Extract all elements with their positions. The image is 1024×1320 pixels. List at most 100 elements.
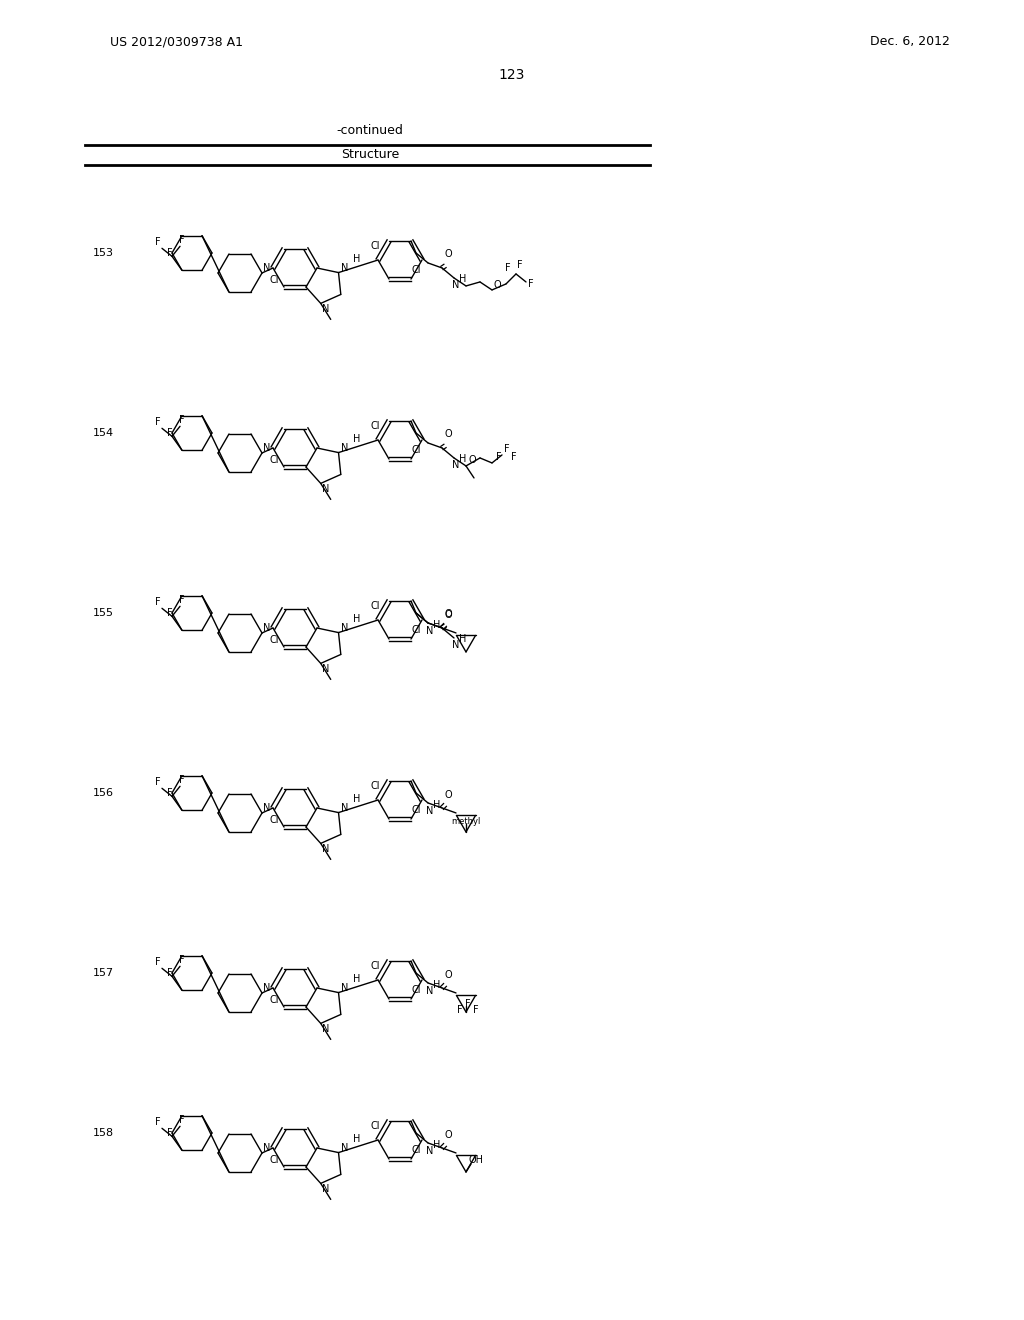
Text: O: O bbox=[468, 455, 476, 465]
Text: 123: 123 bbox=[499, 69, 525, 82]
Text: N: N bbox=[426, 1146, 434, 1156]
Text: N: N bbox=[341, 623, 348, 632]
Text: Dec. 6, 2012: Dec. 6, 2012 bbox=[870, 36, 950, 49]
Text: Cl: Cl bbox=[269, 455, 279, 465]
Text: US 2012/0309738 A1: US 2012/0309738 A1 bbox=[110, 36, 243, 49]
Text: N: N bbox=[341, 442, 348, 453]
Text: F: F bbox=[167, 788, 173, 799]
Text: O: O bbox=[444, 789, 452, 800]
Text: H: H bbox=[353, 614, 360, 623]
Text: N: N bbox=[263, 803, 270, 813]
Text: H: H bbox=[353, 433, 360, 444]
Text: N: N bbox=[341, 263, 348, 272]
Text: Cl: Cl bbox=[269, 814, 279, 825]
Text: F: F bbox=[156, 1117, 161, 1127]
Text: F: F bbox=[504, 444, 510, 454]
Text: F: F bbox=[167, 609, 173, 618]
Text: N: N bbox=[263, 444, 270, 453]
Text: Cl: Cl bbox=[412, 445, 421, 455]
Text: F: F bbox=[156, 777, 161, 787]
Text: F: F bbox=[179, 775, 184, 785]
Text: N: N bbox=[426, 626, 434, 636]
Text: H: H bbox=[460, 275, 467, 284]
Text: N: N bbox=[453, 640, 460, 649]
Text: O: O bbox=[444, 610, 452, 620]
Text: H: H bbox=[433, 620, 440, 630]
Text: OH: OH bbox=[469, 1155, 483, 1166]
Text: N: N bbox=[322, 305, 330, 314]
Text: Cl: Cl bbox=[269, 635, 279, 645]
Text: O: O bbox=[444, 429, 452, 440]
Text: H: H bbox=[353, 974, 360, 983]
Text: O: O bbox=[444, 970, 452, 979]
Text: F: F bbox=[505, 263, 511, 273]
Text: F: F bbox=[517, 260, 523, 271]
Text: F: F bbox=[167, 1129, 173, 1138]
Text: F: F bbox=[179, 956, 184, 965]
Text: F: F bbox=[179, 1115, 184, 1126]
Text: 154: 154 bbox=[93, 428, 114, 438]
Text: F: F bbox=[167, 969, 173, 978]
Text: F: F bbox=[511, 451, 517, 462]
Text: -continued: -continued bbox=[337, 124, 403, 136]
Text: F: F bbox=[528, 279, 534, 289]
Text: N: N bbox=[322, 845, 330, 854]
Text: N: N bbox=[322, 1184, 330, 1195]
Text: H: H bbox=[433, 979, 440, 990]
Text: N: N bbox=[341, 982, 348, 993]
Text: 153: 153 bbox=[93, 248, 114, 257]
Text: H: H bbox=[433, 800, 440, 810]
Text: Cl: Cl bbox=[412, 1144, 421, 1155]
Text: O: O bbox=[444, 249, 452, 259]
Text: O: O bbox=[444, 1130, 452, 1140]
Text: H: H bbox=[460, 634, 467, 644]
Text: Cl: Cl bbox=[371, 601, 380, 611]
Text: 155: 155 bbox=[93, 609, 114, 618]
Text: 156: 156 bbox=[93, 788, 114, 799]
Text: Cl: Cl bbox=[371, 1121, 380, 1131]
Text: Structure: Structure bbox=[341, 149, 399, 161]
Text: 158: 158 bbox=[93, 1129, 114, 1138]
Text: O: O bbox=[444, 609, 452, 619]
Text: Cl: Cl bbox=[371, 781, 380, 791]
Text: methyl: methyl bbox=[452, 817, 480, 826]
Text: F: F bbox=[457, 1005, 463, 1015]
Text: Cl: Cl bbox=[269, 995, 279, 1005]
Text: N: N bbox=[341, 1143, 348, 1152]
Text: N: N bbox=[453, 280, 460, 290]
Text: F: F bbox=[156, 598, 161, 607]
Text: H: H bbox=[353, 1134, 360, 1143]
Text: F: F bbox=[167, 428, 173, 438]
Text: N: N bbox=[263, 263, 270, 273]
Text: N: N bbox=[426, 986, 434, 997]
Text: H: H bbox=[460, 454, 467, 463]
Text: F: F bbox=[167, 248, 173, 259]
Text: 157: 157 bbox=[93, 968, 114, 978]
Text: F: F bbox=[156, 238, 161, 247]
Text: N: N bbox=[341, 803, 348, 813]
Text: H: H bbox=[433, 1140, 440, 1150]
Text: Cl: Cl bbox=[371, 961, 380, 972]
Text: N: N bbox=[426, 807, 434, 816]
Text: N: N bbox=[263, 623, 270, 634]
Text: H: H bbox=[353, 793, 360, 804]
Text: N: N bbox=[322, 484, 330, 495]
Text: F: F bbox=[156, 957, 161, 968]
Text: F: F bbox=[179, 416, 184, 425]
Text: F: F bbox=[465, 999, 471, 1008]
Text: N: N bbox=[263, 1143, 270, 1152]
Text: Cl: Cl bbox=[412, 985, 421, 995]
Text: O: O bbox=[494, 280, 501, 290]
Text: N: N bbox=[453, 459, 460, 470]
Text: N: N bbox=[322, 1024, 330, 1035]
Text: Cl: Cl bbox=[412, 626, 421, 635]
Text: F: F bbox=[156, 417, 161, 428]
Text: N: N bbox=[322, 664, 330, 675]
Text: F: F bbox=[179, 595, 184, 606]
Text: Cl: Cl bbox=[269, 1155, 279, 1166]
Text: Cl: Cl bbox=[412, 265, 421, 275]
Text: Cl: Cl bbox=[412, 805, 421, 814]
Text: N: N bbox=[263, 983, 270, 993]
Text: F: F bbox=[179, 235, 184, 246]
Text: F: F bbox=[497, 451, 502, 462]
